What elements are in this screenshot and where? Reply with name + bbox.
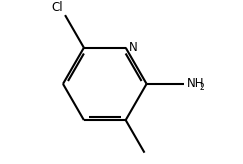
Text: N: N xyxy=(129,41,137,54)
Text: 2: 2 xyxy=(200,83,204,92)
Text: NH: NH xyxy=(187,77,205,90)
Text: Cl: Cl xyxy=(51,1,63,14)
